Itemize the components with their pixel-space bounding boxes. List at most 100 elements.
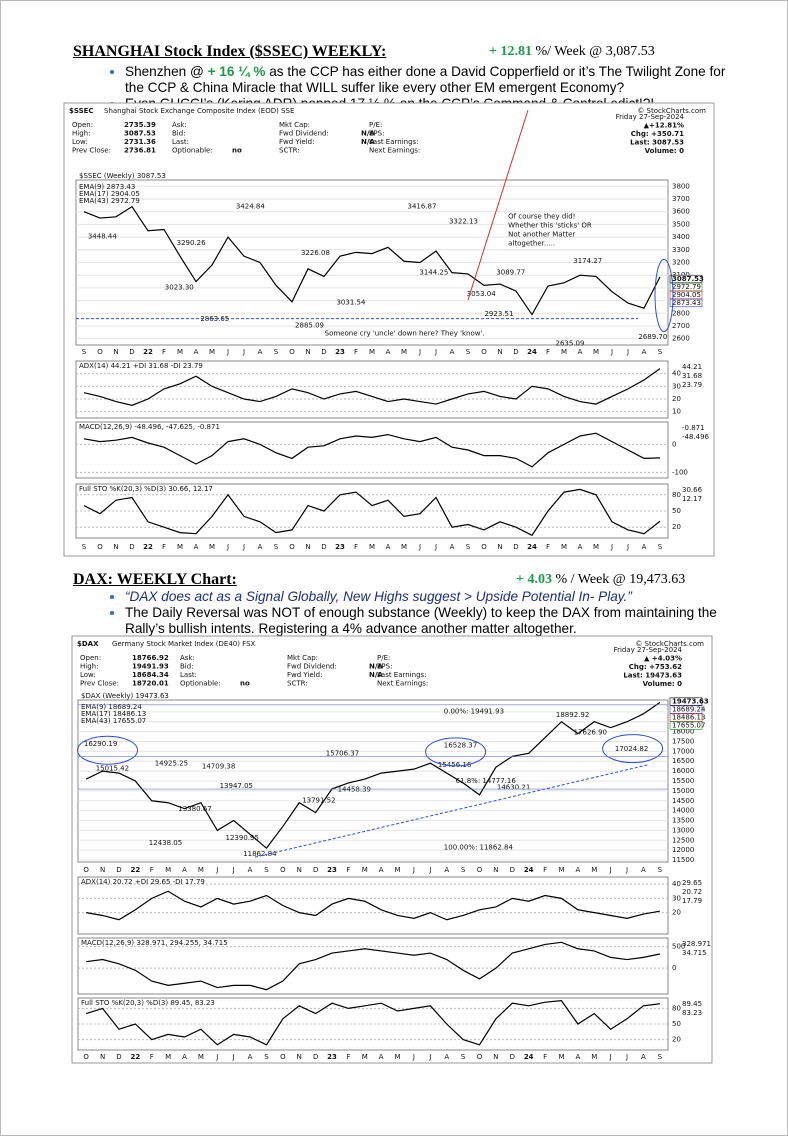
info-label: Prev Close: [72, 147, 111, 155]
value-label: 83.23 [682, 1009, 702, 1017]
x-tick-label: A [194, 348, 199, 356]
x-tick-label: D [313, 866, 318, 874]
chart-symbol: $DAX [77, 640, 99, 648]
price-annotation: 3144.25 [419, 269, 448, 277]
price-annotation: 17626.90 [574, 729, 607, 737]
x-tick-label: O [477, 1053, 483, 1061]
price-annotation: 3416.87 [408, 203, 437, 211]
info-label: Mkt Cap: [279, 121, 310, 129]
x-tick-label: J [215, 1053, 218, 1061]
x-tick-label: N [493, 866, 498, 874]
price-annotation: 3424.84 [236, 203, 265, 211]
x-tick-label: D [513, 348, 518, 356]
y-tick-label: 20 [672, 909, 681, 917]
chart-name: Shanghai Stock Exchange Composite Index … [104, 107, 294, 115]
x-tick-label: M [591, 866, 597, 874]
x-tick-label: A [450, 348, 455, 356]
info-label: Last: [172, 138, 189, 146]
x-tick-label: F [346, 1053, 350, 1061]
x-tick-label: O [477, 866, 483, 874]
x-tick-label: D [313, 1053, 318, 1061]
x-tick-label: O [280, 1053, 286, 1061]
price-annotation: 3023.30 [165, 284, 194, 292]
value-label: 23.79 [682, 381, 702, 389]
info-label: Fwd Yield: [279, 138, 314, 146]
price-annotation: 11862.84 [243, 850, 277, 858]
x-tick-label: J [215, 866, 218, 874]
y-tick-label: 17000 [672, 747, 694, 755]
info-label: Ask: [180, 654, 195, 662]
x-tick-label: 24 [524, 866, 534, 874]
x-tick-label: M [198, 866, 204, 874]
x-tick-label: F [346, 866, 350, 874]
x-tick-label: A [258, 543, 263, 551]
y-tick-label: 16500 [672, 757, 694, 765]
note: 61.8%: 14777.16 [456, 777, 517, 785]
y-tick-label: 20 [672, 1036, 681, 1044]
y-tick-label: 3700 [672, 195, 690, 203]
x-tick-label: S [658, 1053, 663, 1061]
value-label: 20.72 [682, 888, 702, 896]
y-tick-label: 0 [672, 440, 676, 448]
price-annotation: 13380.67 [178, 805, 211, 813]
info-label: Low: [80, 671, 96, 679]
x-tick-label: 24 [527, 348, 537, 356]
info-value: N/A [369, 663, 383, 671]
x-tick-label: 22 [130, 866, 140, 874]
x-tick-label: N [100, 1053, 105, 1061]
price-annotation: 3174.27 [573, 257, 602, 265]
x-tick-label: O [97, 348, 103, 356]
value-label: -48.496 [682, 433, 710, 441]
value-label: 34.715 [682, 949, 707, 957]
credit: © StockCharts.com [637, 107, 706, 115]
legend-entry: EMA(9) 18689.24 [81, 703, 142, 711]
value-label: 328.971 [682, 940, 711, 948]
x-tick-label: 23 [335, 348, 345, 356]
value-box [669, 298, 703, 308]
x-tick-label: A [444, 1053, 449, 1061]
quote: ▲ +4.03% [644, 655, 682, 663]
x-tick-label: M [165, 1053, 171, 1061]
bullet-highlight: + 16 ¼ % [207, 64, 266, 79]
section-header: DAX: WEEKLY Chart: + 4.03 % / Week @ 19,… [73, 571, 713, 589]
info-label: Bid: [172, 130, 186, 138]
indicator-label: ADX(14) 44.21 +DI 31.68 -DI 23.79 [79, 362, 203, 370]
x-tick-label: F [162, 348, 166, 356]
quote: ▲+12.81% [644, 122, 684, 130]
x-tick-label: J [625, 1053, 628, 1061]
y-tick-label: 12500 [672, 836, 694, 844]
x-tick-label: 23 [327, 866, 337, 874]
x-tick-label: S [274, 543, 279, 551]
indicator-label: Full STO %K(20,3) %D(3) 30.66, 12.17 [79, 485, 213, 493]
highlight-ellipse [77, 735, 138, 765]
price-annotation: 3089.77 [496, 269, 525, 277]
x-tick-label: M [209, 348, 215, 356]
bullet: The Daily Reversal was NOT of enough sub… [125, 605, 735, 637]
quote: Friday 27-Sep-2024 [614, 646, 683, 654]
note: Not another Matter [508, 230, 575, 238]
note: Whether this 'sticks' OR [508, 221, 592, 229]
x-tick-label: D [116, 866, 121, 874]
price-annotation: 18892.92 [556, 711, 589, 719]
price-annotation: 16290.19 [84, 740, 117, 748]
price-annotation: 3448.44 [88, 232, 117, 240]
value-box [669, 290, 703, 300]
indicator-line [86, 941, 660, 991]
y-tick-label: 40 [672, 880, 681, 888]
x-tick-label: A [379, 1053, 384, 1061]
quote: Last: 3087.53 [630, 139, 684, 147]
x-tick-label: J [625, 866, 628, 874]
price-annotation: 2923.51 [484, 310, 513, 318]
indicator-line [83, 432, 661, 468]
x-tick-label: J [232, 866, 235, 874]
change-value: + 4.03 [516, 572, 552, 587]
info-label: Prev Close: [80, 680, 119, 688]
x-tick-label: 22 [143, 543, 153, 551]
legend-entry: EMA(9) 2873.43 [79, 183, 135, 191]
y-tick-label: 18000 [672, 728, 694, 736]
info-value: 2735.39 [124, 121, 156, 129]
x-tick-label: 23 [335, 543, 345, 551]
info-label: Last Earnings: [377, 671, 427, 679]
y-tick-label: 15000 [672, 787, 694, 795]
y-tick-label: 80 [672, 1004, 681, 1012]
